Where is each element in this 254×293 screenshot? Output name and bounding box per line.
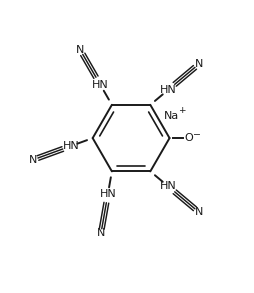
Text: O: O (184, 133, 192, 143)
Text: HN: HN (62, 141, 79, 151)
Text: +: + (177, 106, 185, 115)
Text: HN: HN (159, 85, 176, 95)
Text: N: N (96, 229, 105, 239)
Text: N: N (76, 45, 84, 55)
Text: N: N (194, 59, 202, 69)
Text: HN: HN (92, 80, 108, 90)
Text: Na: Na (164, 111, 179, 122)
Text: N: N (29, 155, 37, 165)
Text: HN: HN (159, 181, 176, 191)
Text: N: N (194, 207, 202, 217)
Text: HN: HN (99, 189, 116, 199)
Text: −: − (192, 129, 200, 138)
